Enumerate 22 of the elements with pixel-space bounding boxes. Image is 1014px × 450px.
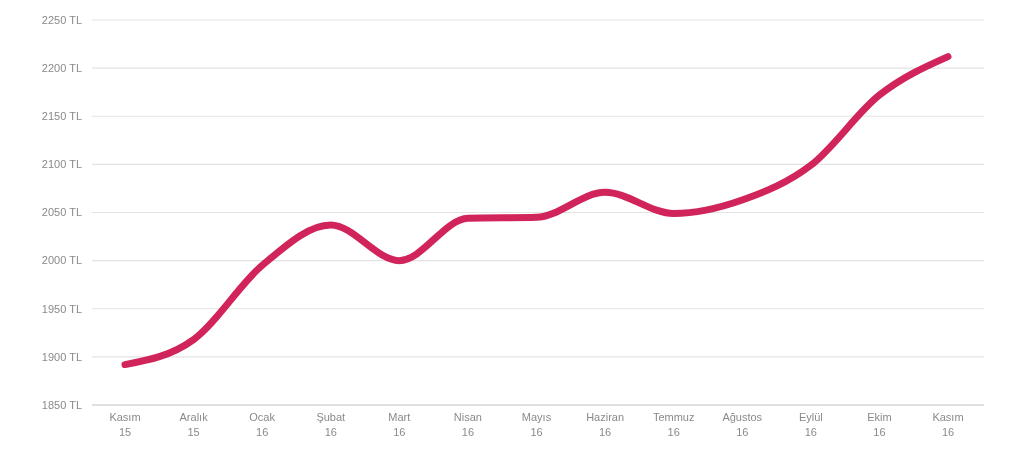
- x-tick-label: Mart 16: [388, 411, 411, 438]
- y-tick-label: 2250 TL: [41, 13, 82, 26]
- x-tick-label: Mayıs 16: [521, 411, 552, 438]
- x-tick-label: Kasım 16: [932, 411, 964, 438]
- x-tick-label: Şubat 16: [316, 411, 346, 438]
- y-tick-label: 1950 TL: [41, 302, 82, 315]
- x-tick-label: Kasım 15: [109, 411, 141, 438]
- x-tick-label: Ocak 16: [249, 411, 276, 438]
- x-tick-label: Temmuz 16: [652, 411, 695, 438]
- x-tick-label: Aralık 15: [179, 411, 209, 438]
- y-tick-label: 1850 TL: [41, 398, 82, 411]
- y-tick-label: 2000 TL: [41, 254, 82, 267]
- y-tick-label: 2150 TL: [41, 110, 82, 123]
- y-tick-label: 2050 TL: [41, 206, 82, 219]
- x-tick-label: Ağustos 16: [722, 411, 763, 438]
- x-tick-label: Haziran 16: [586, 411, 625, 438]
- y-tick-label: 1900 TL: [41, 350, 82, 363]
- x-tick-label: Eylül 16: [798, 411, 823, 438]
- y-tick-label: 2100 TL: [41, 158, 82, 171]
- x-tick-label: Ekim 16: [867, 411, 892, 438]
- y-tick-label: 2200 TL: [41, 61, 82, 74]
- x-tick-label: Nisan 16: [453, 411, 482, 438]
